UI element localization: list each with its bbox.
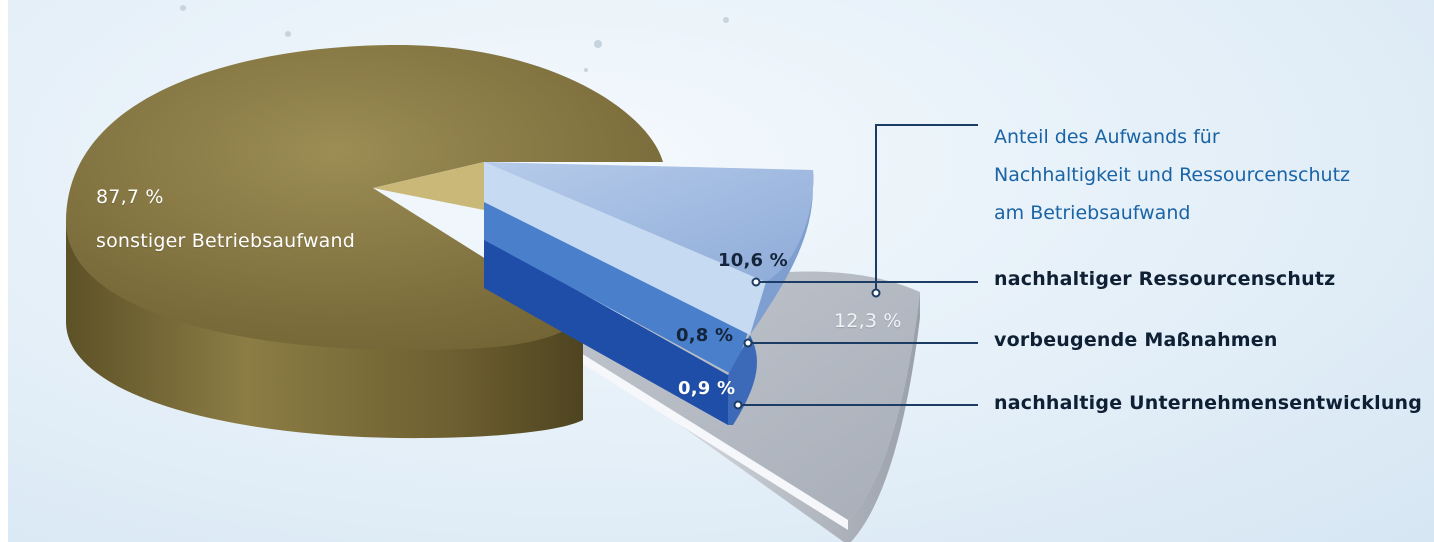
slice-other-label: sonstiger Betriebsaufwand: [96, 230, 356, 252]
slice-breakdown: [484, 162, 814, 425]
leader-title: [875, 124, 978, 293]
pie-chart: [66, 5, 978, 542]
legend-resource-protection: nachhaltiger Ressourcenschutz: [994, 268, 1336, 290]
decorative-bubbles: [180, 5, 729, 72]
slice-other-expenses: [66, 45, 663, 439]
leader-lines: [738, 124, 978, 406]
chart-title-line-1: Anteil des Aufwands für: [994, 126, 1220, 148]
wedge-resource-protection-side: [484, 162, 766, 335]
chart-title: Anteil des Aufwands für Nachhaltigkeit u…: [994, 118, 1350, 232]
slice-other-expenses-top: [66, 45, 663, 350]
slice-other-value: 87,7 %: [96, 186, 164, 208]
breakdown-value-sustainable-development: 0,9 %: [678, 378, 736, 399]
wedge-curved-side: [750, 170, 814, 335]
slice-total-value: 12,3 %: [834, 310, 902, 332]
leader-dots: [733, 277, 881, 410]
chart-title-line-3: am Betriebsaufwand: [994, 202, 1191, 224]
wedge-sustainable-development: [484, 238, 728, 425]
chart-stage: 87,7 % sonstiger Betriebsaufwand 12,3 % …: [8, 0, 1434, 542]
legend-sustainable-development: nachhaltige Unternehmensentwicklung: [994, 392, 1423, 414]
legend-preventive-measures: vorbeugende Maßnahmen: [994, 329, 1278, 351]
wedge-resource-protection-top: [484, 162, 814, 282]
breakdown-value-resource-protection: 10,6 %: [718, 250, 788, 271]
wedge-preventive-measures: [484, 200, 748, 375]
slice-total-share-rim: [568, 345, 848, 530]
slice-other-expenses-cut: [373, 162, 484, 210]
chart-title-line-2: Nachhaltigkeit und Ressourcenschutz: [994, 164, 1350, 186]
breakdown-value-preventive-measures: 0,8 %: [676, 325, 734, 346]
